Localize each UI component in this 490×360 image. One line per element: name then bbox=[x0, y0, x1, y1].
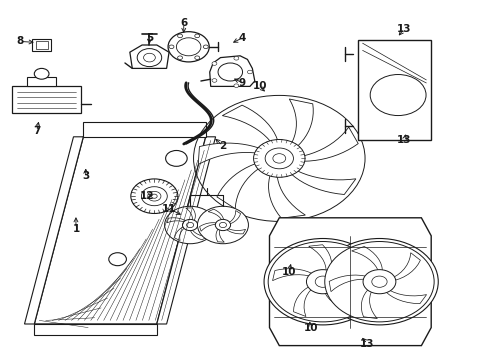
Polygon shape bbox=[386, 290, 427, 304]
Circle shape bbox=[320, 238, 438, 325]
Polygon shape bbox=[298, 127, 358, 161]
Polygon shape bbox=[289, 99, 313, 149]
Circle shape bbox=[220, 222, 226, 228]
Circle shape bbox=[215, 219, 231, 231]
Text: 10: 10 bbox=[282, 267, 296, 277]
Circle shape bbox=[363, 270, 396, 294]
Circle shape bbox=[131, 179, 178, 213]
Circle shape bbox=[212, 79, 217, 82]
Text: 1: 1 bbox=[73, 224, 79, 234]
Text: 13: 13 bbox=[397, 24, 412, 34]
Text: 2: 2 bbox=[220, 141, 226, 151]
Circle shape bbox=[306, 270, 339, 294]
Circle shape bbox=[142, 187, 167, 206]
Bar bbox=[36, 41, 48, 49]
Circle shape bbox=[182, 219, 198, 231]
Text: 6: 6 bbox=[180, 18, 187, 28]
Polygon shape bbox=[294, 287, 312, 316]
Polygon shape bbox=[338, 261, 370, 284]
Circle shape bbox=[34, 68, 49, 79]
Text: 8: 8 bbox=[16, 36, 23, 46]
Polygon shape bbox=[34, 137, 206, 324]
Text: 7: 7 bbox=[33, 126, 41, 136]
Circle shape bbox=[218, 63, 243, 81]
Polygon shape bbox=[34, 324, 157, 335]
Circle shape bbox=[195, 56, 199, 59]
Text: 10: 10 bbox=[304, 323, 318, 333]
Polygon shape bbox=[361, 289, 377, 319]
Circle shape bbox=[168, 32, 209, 62]
Circle shape bbox=[137, 49, 162, 67]
Polygon shape bbox=[167, 218, 186, 223]
Circle shape bbox=[265, 148, 294, 169]
Bar bbox=[27, 77, 56, 86]
Circle shape bbox=[273, 154, 286, 163]
Polygon shape bbox=[12, 86, 81, 113]
Polygon shape bbox=[329, 275, 366, 292]
Circle shape bbox=[148, 192, 161, 201]
Polygon shape bbox=[309, 245, 332, 272]
Text: 13: 13 bbox=[397, 135, 412, 145]
Text: 4: 4 bbox=[239, 33, 246, 43]
Text: 9: 9 bbox=[239, 78, 246, 88]
Polygon shape bbox=[216, 229, 224, 242]
Polygon shape bbox=[352, 247, 382, 271]
Polygon shape bbox=[190, 230, 207, 240]
Polygon shape bbox=[197, 217, 213, 226]
Circle shape bbox=[268, 242, 378, 322]
Circle shape bbox=[325, 242, 434, 322]
Text: 11: 11 bbox=[162, 204, 176, 214]
Circle shape bbox=[187, 222, 194, 228]
Circle shape bbox=[197, 206, 248, 244]
Circle shape bbox=[254, 139, 305, 177]
Polygon shape bbox=[83, 122, 206, 137]
Circle shape bbox=[264, 238, 382, 325]
Text: 12: 12 bbox=[140, 191, 154, 201]
Polygon shape bbox=[130, 45, 169, 68]
Polygon shape bbox=[222, 105, 279, 145]
Polygon shape bbox=[208, 209, 223, 220]
Text: 3: 3 bbox=[82, 171, 89, 181]
Circle shape bbox=[195, 34, 200, 38]
Circle shape bbox=[234, 57, 239, 60]
Text: 10: 10 bbox=[252, 81, 267, 91]
Circle shape bbox=[165, 206, 216, 244]
Text: 13: 13 bbox=[360, 339, 375, 349]
Circle shape bbox=[144, 53, 155, 62]
Polygon shape bbox=[157, 137, 216, 324]
Polygon shape bbox=[198, 143, 264, 165]
Text: 5: 5 bbox=[146, 33, 153, 43]
Polygon shape bbox=[210, 56, 255, 86]
Bar bbox=[358, 40, 431, 140]
Polygon shape bbox=[186, 208, 196, 221]
Polygon shape bbox=[226, 229, 245, 234]
Polygon shape bbox=[270, 218, 431, 346]
Polygon shape bbox=[174, 227, 184, 240]
Polygon shape bbox=[24, 137, 83, 324]
Circle shape bbox=[372, 276, 387, 287]
Polygon shape bbox=[393, 253, 420, 280]
Circle shape bbox=[315, 276, 331, 287]
Circle shape bbox=[203, 45, 208, 49]
Polygon shape bbox=[199, 223, 217, 231]
Circle shape bbox=[169, 45, 174, 49]
Polygon shape bbox=[217, 162, 263, 209]
Circle shape bbox=[166, 150, 187, 166]
Circle shape bbox=[177, 56, 182, 59]
Polygon shape bbox=[288, 168, 356, 194]
Circle shape bbox=[176, 38, 201, 56]
Polygon shape bbox=[229, 211, 241, 224]
Polygon shape bbox=[269, 171, 305, 218]
Polygon shape bbox=[272, 269, 312, 281]
Circle shape bbox=[212, 62, 217, 65]
Polygon shape bbox=[325, 292, 363, 311]
Circle shape bbox=[177, 34, 182, 38]
Circle shape bbox=[234, 84, 239, 87]
Circle shape bbox=[247, 70, 252, 74]
Bar bbox=[32, 39, 51, 51]
Circle shape bbox=[151, 194, 157, 198]
Circle shape bbox=[109, 253, 126, 266]
